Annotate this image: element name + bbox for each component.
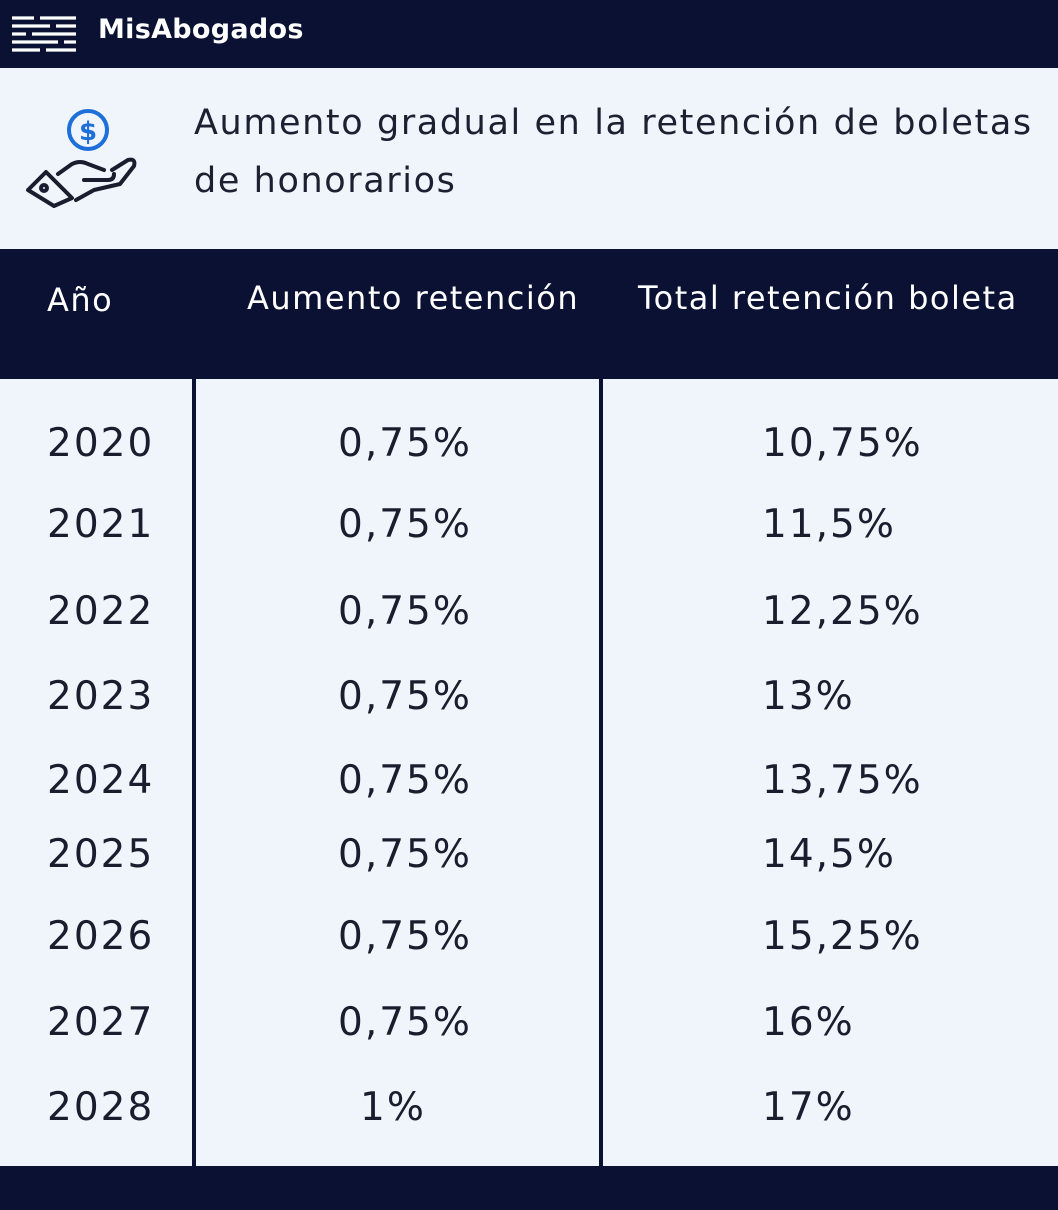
bottom-bar — [0, 1166, 1058, 1210]
cell-total: 13% — [762, 674, 855, 719]
table-row: 2024 0,75% 13,75% — [0, 751, 1058, 811]
cell-total: 16% — [762, 1000, 855, 1045]
cell-year: 2024 — [47, 758, 155, 803]
cell-total: 17% — [762, 1085, 855, 1130]
hand-coin-icon: $ — [26, 109, 137, 208]
table-row: 2023 0,75% 13% — [0, 667, 1058, 727]
title-line-1: Aumento gradual en la retención de bolet… — [194, 103, 1033, 143]
cell-increase: 0,75% — [338, 589, 472, 634]
table-header: Año Aumento retención Total retención bo… — [0, 249, 1058, 379]
svg-text:$: $ — [79, 117, 97, 147]
brand-name[interactable]: MisAbogados — [98, 14, 304, 45]
cell-year: 2026 — [47, 914, 155, 959]
cell-total: 11,5% — [762, 502, 896, 547]
cell-increase: 0,75% — [338, 832, 472, 877]
cell-increase: 0,75% — [338, 421, 472, 466]
column-divider — [599, 379, 603, 1167]
cell-year: 2025 — [47, 832, 155, 877]
cell-year: 2027 — [47, 1000, 155, 1045]
table-row: 2022 0,75% 12,25% — [0, 582, 1058, 642]
cell-year: 2022 — [47, 589, 155, 634]
column-divider — [192, 379, 196, 1167]
cell-year: 2021 — [47, 502, 155, 547]
table-row: 2021 0,75% 11,5% — [0, 495, 1058, 555]
menu-lines-icon — [12, 16, 76, 52]
cell-increase: 0,75% — [338, 674, 472, 719]
cell-increase: 0,75% — [338, 758, 472, 803]
cell-total: 13,75% — [762, 758, 923, 803]
cell-total: 10,75% — [762, 421, 923, 466]
cell-increase: 0,75% — [338, 1000, 472, 1045]
table-row: 2027 0,75% 16% — [0, 993, 1058, 1053]
cell-increase: 0,75% — [338, 914, 472, 959]
title-line-2: de honorarios — [194, 161, 457, 201]
cell-total: 15,25% — [762, 914, 923, 959]
page-title: Aumento gradual en la retención de bolet… — [194, 94, 1034, 210]
top-bar: MisAbogados — [0, 0, 1058, 68]
column-header-increase: Aumento retención — [247, 279, 580, 317]
cell-increase: 0,75% — [338, 502, 472, 547]
title-section: $ Aumento gradual en la retención de bol… — [0, 68, 1058, 249]
table-row: 2026 0,75% 15,25% — [0, 907, 1058, 967]
cell-year: 2020 — [47, 421, 155, 466]
table-row: 2028 1% 17% — [0, 1078, 1058, 1138]
column-header-total: Total retención boleta — [638, 279, 1018, 317]
cell-total: 14,5% — [762, 832, 896, 877]
cell-year: 2023 — [47, 674, 155, 719]
table-row: 2025 0,75% 14,5% — [0, 825, 1058, 885]
column-header-year: Año — [47, 281, 114, 319]
cell-increase: 1% — [360, 1085, 426, 1130]
table-row: 2020 0,75% 10,75% — [0, 414, 1058, 474]
cell-total: 12,25% — [762, 589, 923, 634]
cell-year: 2028 — [47, 1085, 155, 1130]
